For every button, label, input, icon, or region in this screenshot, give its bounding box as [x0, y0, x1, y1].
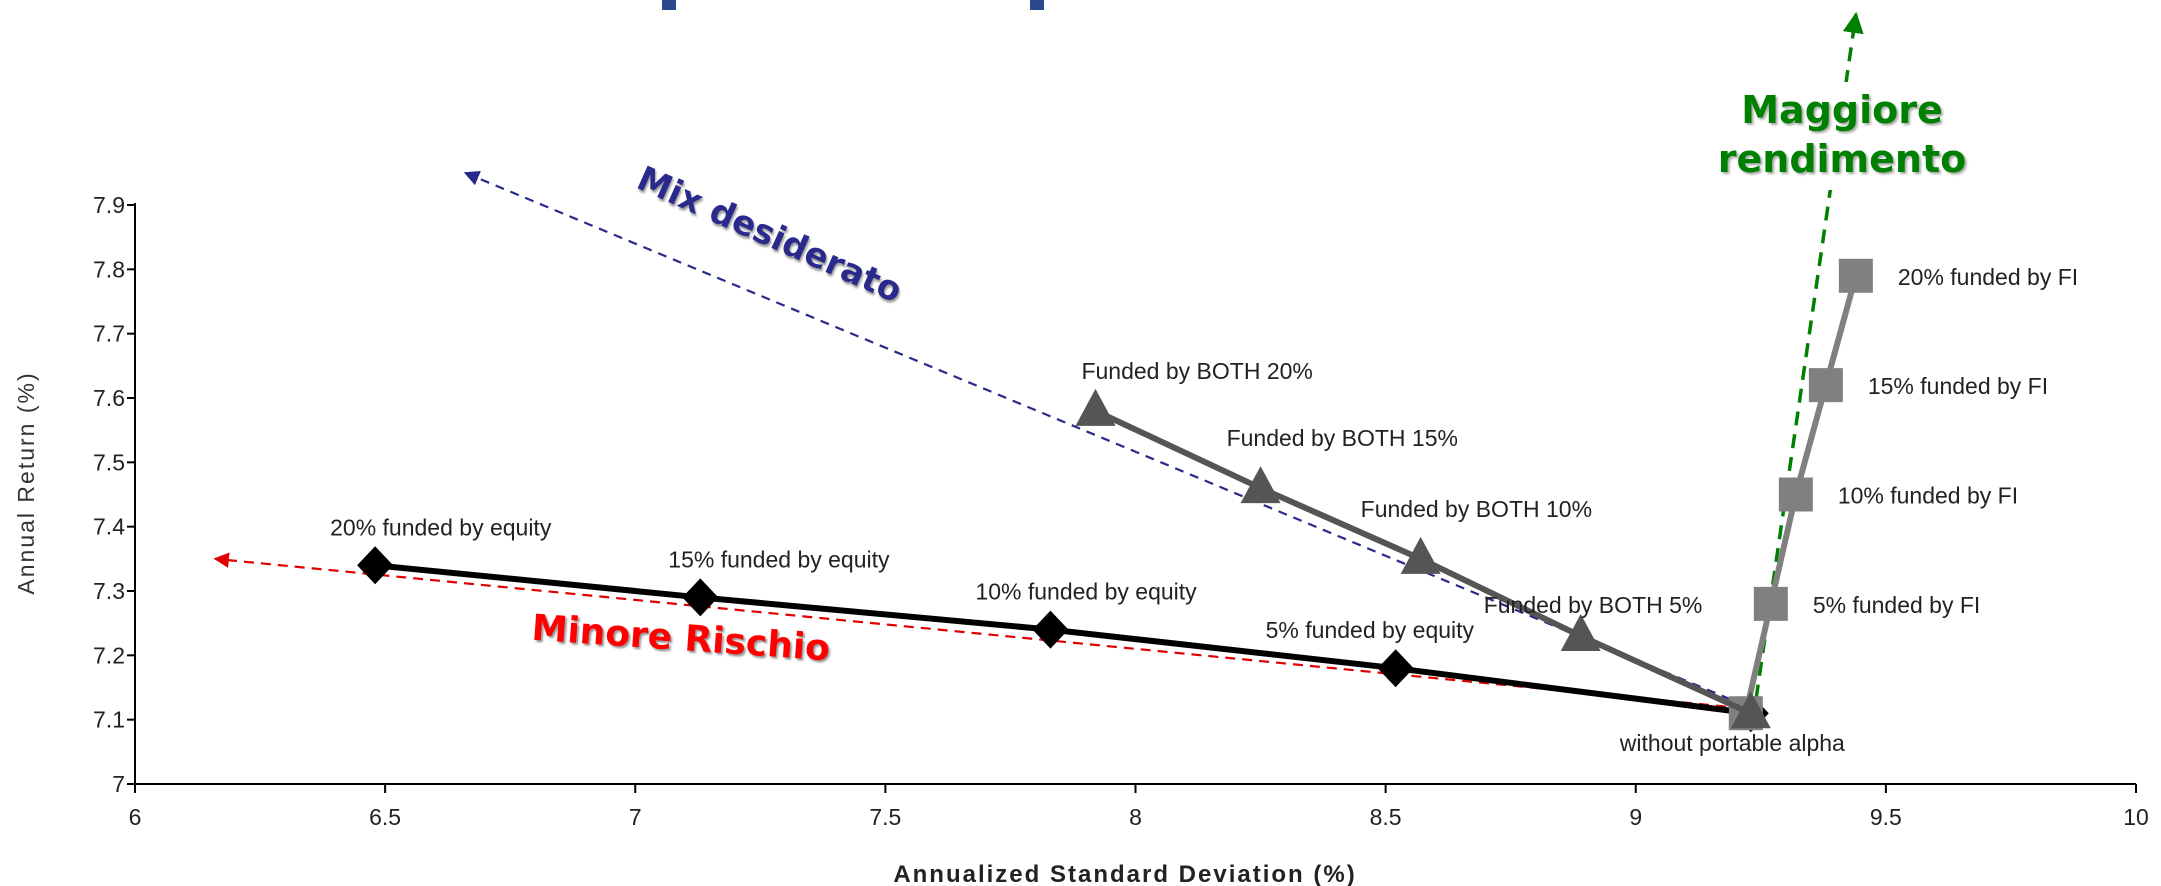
triangle-marker [1075, 388, 1116, 426]
square-marker [1808, 368, 1843, 403]
point-labels: 5% funded by equity 10% funded by equity 1… [330, 264, 2078, 756]
x-tick-label: 7.5 [869, 804, 901, 830]
triangle-marker [1400, 536, 1441, 574]
y-tick-label: 7.9 [93, 192, 125, 218]
annotation-maggiore-line2: rendimento [1718, 137, 1966, 181]
y-tick-label: 7.3 [93, 578, 125, 604]
series-layer [357, 258, 1873, 733]
point-label-equity: 10% funded by equity [975, 579, 1197, 605]
title-fragment-right [1030, 0, 1044, 10]
triangle-marker [1730, 691, 1771, 729]
annotation-mix-desiderato: Mix desiderato [631, 159, 908, 312]
y-tick-label: 7 [112, 771, 125, 797]
point-label-equity: 20% funded by equity [330, 514, 552, 540]
diamond-marker [682, 578, 719, 617]
x-tick-label: 9 [1629, 804, 1642, 830]
square-marker [1753, 586, 1788, 621]
square-marker [1838, 258, 1873, 293]
y-tick-label: 7.6 [93, 385, 125, 411]
diamond-marker [1032, 610, 1069, 649]
annotation-maggiore-line1: Maggiore [1741, 88, 1943, 132]
diamond-marker [357, 546, 394, 585]
x-tick-label: 8 [1129, 804, 1142, 830]
point-label-equity: 5% funded by equity [1266, 617, 1475, 643]
red-dashed-arrow [213, 552, 1743, 710]
triangle-marker [1560, 614, 1601, 652]
x-axis-title: Annualized Standard Deviation (%) [893, 861, 1356, 886]
point-label-fi: 15% funded by FI [1868, 373, 2048, 399]
title-fragment-shapes [662, 0, 1044, 10]
annotation-minore-text: Minore Rischio [530, 608, 831, 670]
title-fragment-left [662, 0, 676, 10]
x-tick-label: 10 [2123, 804, 2149, 830]
y-tick-label: 7.4 [93, 514, 125, 540]
y-tick-label: 7.5 [93, 449, 125, 475]
series-both [1075, 388, 1771, 729]
point-label-both: Funded by BOTH 15% [1227, 425, 1458, 451]
annotation-maggiore-rendimento: Maggiore rendimento [1700, 82, 1975, 190]
x-tick-label: 6 [129, 804, 142, 830]
blue-dashed-arrow [463, 171, 1746, 707]
y-tick-label: 7.2 [93, 642, 125, 668]
y-tick-label: 7.1 [93, 707, 125, 733]
point-label-both: Funded by BOTH 10% [1361, 496, 1592, 522]
point-label-fi: without portable alpha [1619, 730, 1845, 756]
x-tick-label: 6.5 [369, 804, 401, 830]
point-label-fi: 20% funded by FI [1898, 264, 2078, 290]
x-tick-label: 9.5 [1870, 804, 1902, 830]
series-fi [1728, 258, 1873, 731]
point-label-fi: 10% funded by FI [1838, 483, 2018, 509]
axes: 7 7.1 7.2 7.3 7.4 7.5 7.6 7.7 7.8 7.9 6 6.5 7 7.5 8 8.5… [93, 192, 2149, 830]
point-label-both: Funded by BOTH 5% [1484, 592, 1703, 618]
annotation-maggiore-bg [1700, 82, 1975, 190]
square-marker [1778, 477, 1813, 512]
point-label-equity: 15% funded by equity [668, 546, 890, 572]
y-tick-label: 7.7 [93, 321, 125, 347]
annotation-mix-text: Mix desiderato [631, 159, 908, 312]
x-tick-label: 8.5 [1370, 804, 1402, 830]
diamond-marker [1377, 649, 1414, 688]
y-tick-label: 7.8 [93, 256, 125, 282]
series-equity [357, 546, 1769, 733]
annotation-minore-rischio: Minore Rischio Minore Rischio [527, 605, 834, 673]
y-axis-title: Annual Return (%) [13, 371, 39, 594]
point-label-both: Funded by BOTH 20% [1081, 358, 1312, 384]
x-tick-label: 7 [629, 804, 642, 830]
point-label-fi: 5% funded by FI [1813, 592, 1981, 618]
triangle-marker [1240, 466, 1281, 504]
